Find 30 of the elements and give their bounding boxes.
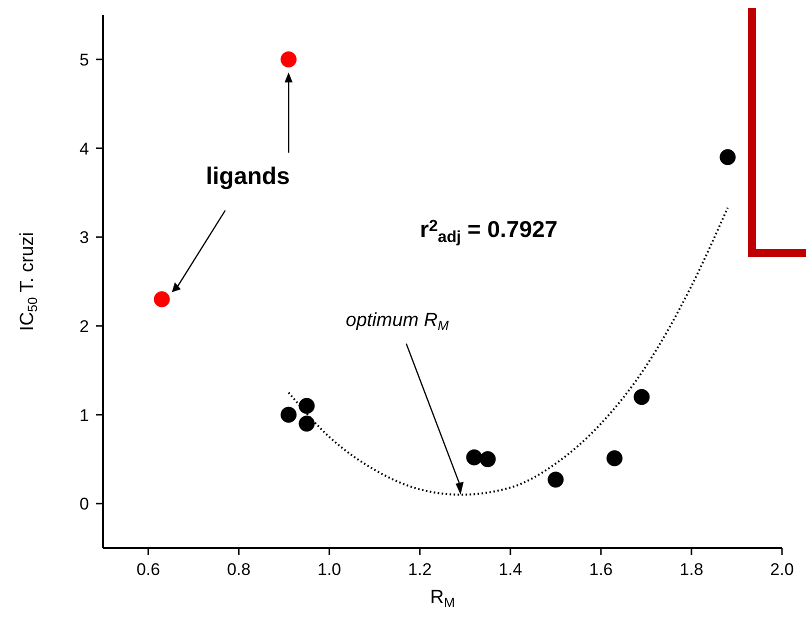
annotation: optimum R$_{M}$ bbox=[346, 310, 450, 333]
y-tick-label: 4 bbox=[80, 139, 89, 158]
point bbox=[280, 51, 297, 68]
x-tick-label: 2.0 bbox=[770, 560, 794, 579]
point bbox=[280, 406, 297, 423]
point bbox=[480, 451, 496, 468]
x-tick-label: 0.8 bbox=[226, 560, 251, 579]
y-tick-label: 2 bbox=[80, 316, 89, 336]
x-tick-label: 1.6 bbox=[589, 560, 613, 579]
point bbox=[154, 291, 170, 308]
annotation: r$^{2}$$_{adj}$ = 0.7927 bbox=[420, 216, 558, 246]
y-tick-label: 3 bbox=[80, 228, 89, 248]
point bbox=[548, 472, 564, 488]
point bbox=[298, 398, 315, 414]
y-tick-label: 0 bbox=[80, 494, 89, 514]
y-tick-label: 1 bbox=[80, 406, 89, 425]
point bbox=[298, 416, 315, 432]
annotation: ligands bbox=[206, 162, 290, 190]
line-series bbox=[288, 206, 729, 496]
x-tick-label: 1.4 bbox=[498, 560, 522, 579]
x-tick-label: 1.8 bbox=[680, 560, 704, 579]
point bbox=[466, 449, 482, 466]
point bbox=[606, 450, 623, 466]
point bbox=[634, 388, 650, 405]
x-tick-label: 1.2 bbox=[408, 560, 432, 579]
x-tick-label: 1.0 bbox=[318, 560, 342, 579]
y-tick-label: 5 bbox=[80, 50, 89, 70]
x-tick-label: 0.6 bbox=[136, 560, 160, 579]
x-axis-title: R$_{M}$ bbox=[430, 587, 455, 610]
point bbox=[720, 149, 736, 166]
